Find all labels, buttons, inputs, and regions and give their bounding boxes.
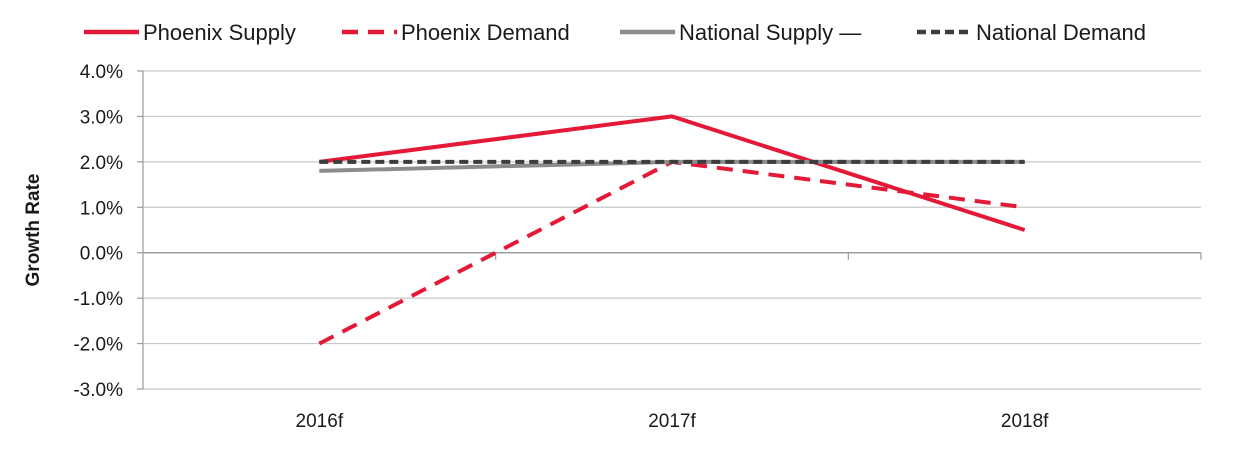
y-tick-label: 0.0% xyxy=(80,244,123,265)
y-tick-label: 3.0% xyxy=(80,107,123,128)
x-tick-label: 2016f xyxy=(296,411,344,432)
x-axis: 2016f 2017f 2018f xyxy=(143,252,1202,432)
y-tick-label: -3.0% xyxy=(73,380,123,401)
y-tick-label: -1.0% xyxy=(73,289,123,310)
x-tick-label: 2018f xyxy=(1001,411,1049,432)
series-lines xyxy=(318,114,1026,346)
y-axis-label: Growth Rate xyxy=(23,174,44,287)
legend-label: Phoenix Demand xyxy=(401,20,570,45)
legend-label: Phoenix Supply xyxy=(143,20,296,45)
y-tick-label: -2.0% xyxy=(73,335,123,356)
legend: Phoenix Supply Phoenix Demand National Sup… xyxy=(84,20,1146,45)
grid xyxy=(142,70,1201,390)
legend-label: National Demand xyxy=(976,20,1146,45)
x-tick-label: 2017f xyxy=(648,411,696,432)
y-tick-label: 4.0% xyxy=(80,62,123,83)
series-line-phoenix-supply xyxy=(319,114,1026,232)
y-tick-label: 1.0% xyxy=(80,198,123,219)
y-axis-ticks: 4.0% 3.0% 2.0% 1.0% 0.0% -1.0% -2.0% -3.0% xyxy=(73,62,143,401)
y-tick-label: 2.0% xyxy=(80,153,123,174)
legend-label: National Supply — xyxy=(679,20,861,45)
